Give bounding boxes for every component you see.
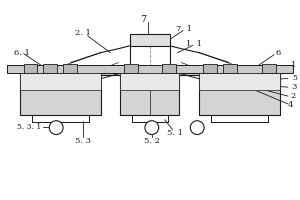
Text: 4: 4 <box>288 101 293 109</box>
Bar <box>162 64 176 73</box>
Text: 6. 1: 6. 1 <box>14 49 30 57</box>
Text: 5. 1: 5. 1 <box>167 129 182 137</box>
Circle shape <box>190 121 204 135</box>
Bar <box>7 65 293 73</box>
Bar <box>44 64 57 73</box>
Bar <box>124 64 138 73</box>
Text: 1. 1: 1. 1 <box>186 40 202 48</box>
Text: 2: 2 <box>291 92 296 100</box>
Text: 5. 3. 1: 5. 3. 1 <box>17 123 41 131</box>
Circle shape <box>49 121 63 135</box>
Text: 6: 6 <box>275 49 281 57</box>
Text: 7. 1: 7. 1 <box>176 25 192 33</box>
Bar <box>20 73 100 115</box>
Text: 5. 3: 5. 3 <box>75 137 91 145</box>
Text: 2. 1: 2. 1 <box>75 29 91 37</box>
Bar <box>203 64 217 73</box>
Bar <box>199 73 280 90</box>
Bar <box>20 73 100 90</box>
Bar <box>130 34 169 46</box>
Bar <box>120 73 179 115</box>
Bar <box>63 64 77 73</box>
Text: 3: 3 <box>291 83 296 91</box>
Bar <box>120 73 179 90</box>
Circle shape <box>145 121 159 135</box>
Text: 5: 5 <box>293 74 298 82</box>
Bar <box>61 70 238 75</box>
Bar <box>262 64 276 73</box>
Bar <box>199 73 280 115</box>
Text: 7: 7 <box>140 15 146 24</box>
Bar <box>223 64 237 73</box>
Bar <box>24 64 38 73</box>
Text: 5. 2: 5. 2 <box>144 137 160 145</box>
Text: 1: 1 <box>291 61 296 69</box>
